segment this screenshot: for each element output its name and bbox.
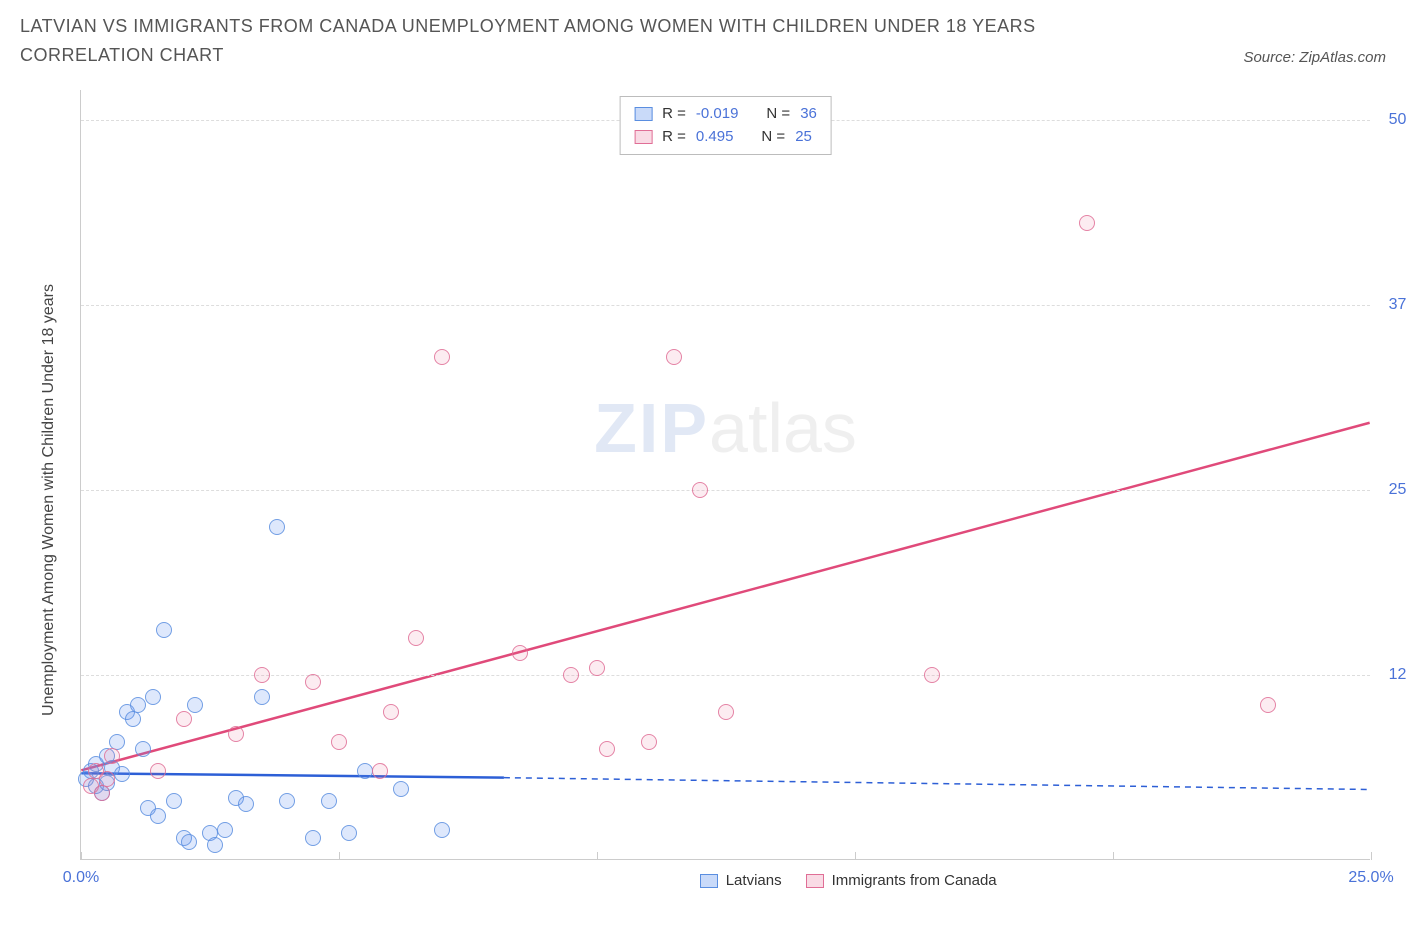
data-point (924, 667, 940, 683)
stats-legend-row-canada: R = 0.495 N = 25 (634, 126, 817, 149)
x-tick (1113, 852, 1114, 860)
data-point (434, 822, 450, 838)
data-point (207, 837, 223, 853)
data-point (512, 645, 528, 661)
data-point (1260, 697, 1276, 713)
chart-title: LATVIAN VS IMMIGRANTS FROM CANADA UNEMPL… (20, 12, 1120, 70)
data-point (383, 704, 399, 720)
x-tick-label: 0.0% (63, 869, 99, 887)
data-point (305, 674, 321, 690)
swatch-blue-icon (634, 107, 652, 121)
grid-line (81, 675, 1370, 676)
data-point (166, 793, 182, 809)
data-point (181, 834, 197, 850)
data-point (187, 697, 203, 713)
data-point (718, 704, 734, 720)
data-point (145, 689, 161, 705)
data-point (109, 734, 125, 750)
data-point (434, 349, 450, 365)
n-value-canada: 25 (795, 126, 812, 149)
data-point (228, 726, 244, 742)
swatch-pink-icon (806, 874, 824, 888)
data-point (321, 793, 337, 809)
data-point (341, 825, 357, 841)
x-tick (1371, 852, 1372, 860)
data-point (305, 830, 321, 846)
r-value-latvians: -0.019 (696, 103, 739, 126)
data-point (408, 630, 424, 646)
r-label: R = (662, 103, 686, 126)
x-tick-label: 25.0% (1348, 869, 1393, 887)
series-legend-label: Latvians (726, 872, 782, 889)
stats-legend-row-latvians: R = -0.019 N = 36 (634, 103, 817, 126)
r-value-canada: 0.495 (696, 126, 734, 149)
r-label: R = (662, 126, 686, 149)
swatch-pink-icon (634, 130, 652, 144)
data-point (666, 349, 682, 365)
data-point (372, 763, 388, 779)
data-point (130, 697, 146, 713)
data-point (114, 766, 130, 782)
data-point (269, 519, 285, 535)
x-tick (597, 852, 598, 860)
data-point (331, 734, 347, 750)
data-point (641, 734, 657, 750)
data-point (279, 793, 295, 809)
y-axis-label: Unemployment Among Women with Children U… (40, 284, 58, 716)
series-legend-canada: Immigrants from Canada (806, 872, 997, 889)
data-point (94, 785, 110, 801)
n-label: N = (766, 103, 790, 126)
data-point (254, 689, 270, 705)
y-tick-label: 25.0% (1389, 481, 1406, 499)
data-point (99, 771, 115, 787)
data-point (692, 482, 708, 498)
correlation-chart: Unemployment Among Women with Children U… (20, 90, 1386, 910)
data-point (156, 622, 172, 638)
grid-line (81, 490, 1370, 491)
x-tick (855, 852, 856, 860)
y-tick-label: 37.5% (1389, 296, 1406, 314)
data-point (104, 748, 120, 764)
data-point (393, 781, 409, 797)
data-point (135, 741, 151, 757)
plot-area: ZIPatlas R = -0.019 N = 36 R = 0.495 N =… (80, 90, 1370, 860)
data-point (217, 822, 233, 838)
grid-line (81, 305, 1370, 306)
data-point (150, 808, 166, 824)
y-tick-label: 12.5% (1389, 666, 1406, 684)
x-tick (81, 852, 82, 860)
data-point (357, 763, 373, 779)
series-legend: Latvians Immigrants from Canada (700, 872, 997, 889)
series-legend-latvians: Latvians (700, 872, 782, 889)
data-point (150, 763, 166, 779)
data-point (1079, 215, 1095, 231)
source-attribution: Source: ZipAtlas.com (1243, 49, 1386, 70)
data-point (254, 667, 270, 683)
stats-legend: R = -0.019 N = 36 R = 0.495 N = 25 (619, 96, 832, 155)
x-tick (339, 852, 340, 860)
data-point (125, 711, 141, 727)
series-legend-label: Immigrants from Canada (832, 872, 997, 889)
data-point (589, 660, 605, 676)
n-label: N = (761, 126, 785, 149)
swatch-blue-icon (700, 874, 718, 888)
y-tick-label: 50.0% (1389, 111, 1406, 129)
regression-lines (81, 90, 1370, 859)
data-point (176, 711, 192, 727)
n-value-latvians: 36 (800, 103, 817, 126)
data-point (563, 667, 579, 683)
watermark: ZIPatlas (594, 388, 857, 468)
data-point (238, 796, 254, 812)
data-point (599, 741, 615, 757)
